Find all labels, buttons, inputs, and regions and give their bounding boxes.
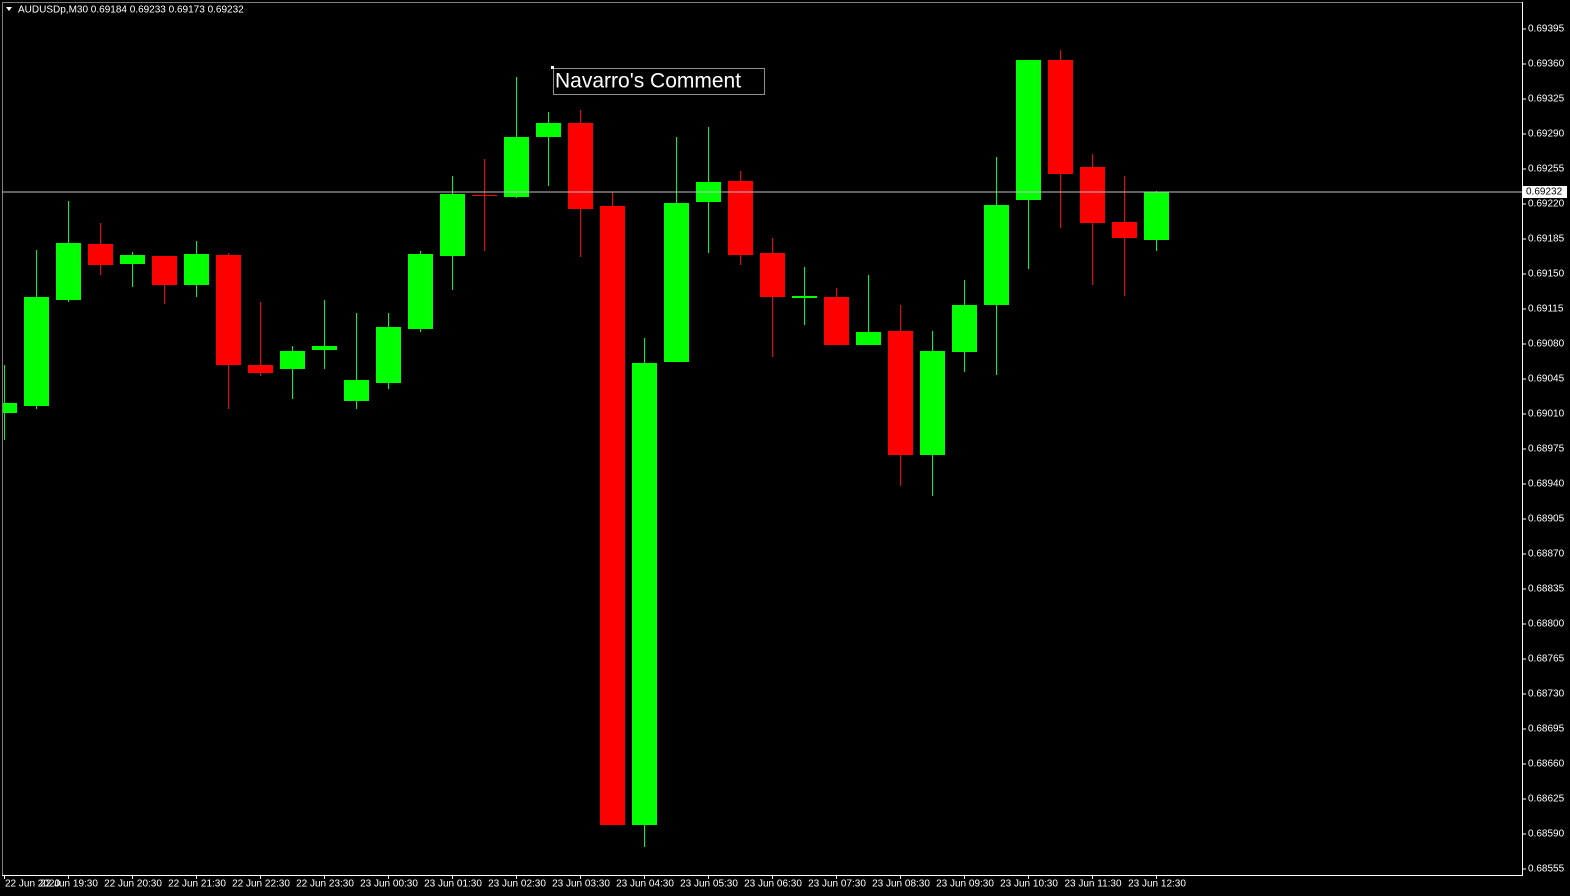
candle-body xyxy=(792,296,817,298)
x-tick-label: 23 Jun 02:30 xyxy=(488,879,546,890)
x-tick-label: 22 Jun 22:30 xyxy=(232,879,290,890)
candle-body xyxy=(280,351,305,369)
x-tick-label: 23 Jun 09:30 xyxy=(936,879,994,890)
last-price-box xyxy=(1523,186,1567,198)
candle-body xyxy=(88,244,113,265)
candle-body xyxy=(1144,192,1169,240)
annotation-anchor xyxy=(551,66,554,69)
y-tick-label: 0.69010 xyxy=(1528,409,1565,420)
chart-title: AUDUSDp,M30 0.69184 0.69233 0.69173 0.69… xyxy=(18,5,244,16)
y-tick-label: 0.69290 xyxy=(1528,129,1565,140)
candle-body xyxy=(1048,60,1073,174)
candle-body xyxy=(408,254,433,329)
candle-body xyxy=(248,365,273,373)
y-tick-label: 0.68975 xyxy=(1528,444,1565,455)
candle-body xyxy=(984,205,1009,305)
candle-body xyxy=(376,327,401,383)
candle-body xyxy=(728,181,753,255)
candle-body xyxy=(24,297,49,406)
y-tick-label: 0.68835 xyxy=(1528,584,1565,595)
x-tick-label: 23 Jun 11:30 xyxy=(1064,879,1122,890)
x-tick-label: 22 Jun 21:30 xyxy=(168,879,226,890)
x-tick-label: 22 Jun 20:30 xyxy=(104,879,162,890)
candle-body xyxy=(216,255,241,365)
y-tick-label: 0.69395 xyxy=(1528,24,1565,35)
y-tick-label: 0.69185 xyxy=(1528,234,1565,245)
candle-body xyxy=(1112,222,1137,238)
y-tick-label: 0.69115 xyxy=(1528,304,1564,315)
candle-body xyxy=(152,256,177,285)
candle-body xyxy=(56,243,81,300)
y-tick-label: 0.68555 xyxy=(1528,864,1565,875)
menu-triangle[interactable] xyxy=(6,7,12,11)
x-tick-label: 23 Jun 10:30 xyxy=(1000,879,1058,890)
candle-body xyxy=(1080,167,1105,223)
x-tick-label: 23 Jun 06:30 xyxy=(744,879,802,890)
y-tick-label: 0.68625 xyxy=(1528,794,1565,805)
y-tick-label: 0.69220 xyxy=(1528,199,1565,210)
y-tick-label: 0.68940 xyxy=(1528,479,1565,490)
x-tick-label: 23 Jun 05:30 xyxy=(680,879,738,890)
candle-body xyxy=(888,331,913,455)
candle-body xyxy=(920,351,945,455)
last-price-label: 0.69232 xyxy=(1526,187,1563,198)
y-tick-label: 0.69045 xyxy=(1528,374,1565,385)
y-tick-label: 0.68905 xyxy=(1528,514,1565,525)
y-tick-label: 0.69150 xyxy=(1528,269,1565,280)
candle-body xyxy=(504,137,529,197)
candle-body xyxy=(856,332,881,345)
x-tick-label: 23 Jun 12:30 xyxy=(1128,879,1186,890)
x-tick-label: 22 Jun 23:30 xyxy=(296,879,354,890)
annotation: Navarro's Comment xyxy=(555,70,741,93)
y-tick-label: 0.68695 xyxy=(1528,724,1565,735)
x-tick-label: 22 Jun 19:30 xyxy=(40,879,98,890)
candle-body xyxy=(600,206,625,825)
x-tick-label: 23 Jun 00:30 xyxy=(360,879,418,890)
y-tick-label: 0.69080 xyxy=(1528,339,1565,350)
candle-body xyxy=(120,255,145,264)
y-tick-label: 0.68730 xyxy=(1528,689,1565,700)
y-tick-label: 0.68660 xyxy=(1528,759,1565,770)
x-tick-label: 23 Jun 07:30 xyxy=(808,879,866,890)
candle-body xyxy=(472,195,497,196)
y-tick-label: 0.68870 xyxy=(1528,549,1565,560)
y-tick-label: 0.68800 xyxy=(1528,619,1565,630)
candle-body xyxy=(536,123,561,137)
x-tick-label: 22 Jun 2020 xyxy=(5,879,60,890)
y-tick-label: 0.69360 xyxy=(1528,59,1565,70)
candle-body xyxy=(440,194,465,256)
candle-body xyxy=(568,123,593,209)
x-tick-label: 23 Jun 01:30 xyxy=(424,879,482,890)
candle-body xyxy=(184,254,209,285)
candle-body xyxy=(760,253,785,297)
y-tick-label: 0.69325 xyxy=(1528,94,1565,105)
plot-area xyxy=(3,50,1169,847)
candle-body xyxy=(344,380,369,401)
y-tick-label: 0.68765 xyxy=(1528,654,1565,665)
candle-body xyxy=(664,203,689,362)
candle-body xyxy=(824,297,849,345)
y-tick-label: 0.69255 xyxy=(1528,164,1565,175)
x-tick-label: 23 Jun 04:30 xyxy=(616,879,674,890)
x-tick-label: 23 Jun 03:30 xyxy=(552,879,610,890)
candle-body xyxy=(312,346,337,350)
candle-body xyxy=(632,363,657,825)
annotation-box xyxy=(553,68,765,95)
y-tick-label: 0.68590 xyxy=(1528,829,1565,840)
candle-body xyxy=(1016,60,1041,200)
candle-body xyxy=(3,403,17,413)
x-tick-label: 23 Jun 08:30 xyxy=(872,879,930,890)
candle-body xyxy=(952,305,977,352)
